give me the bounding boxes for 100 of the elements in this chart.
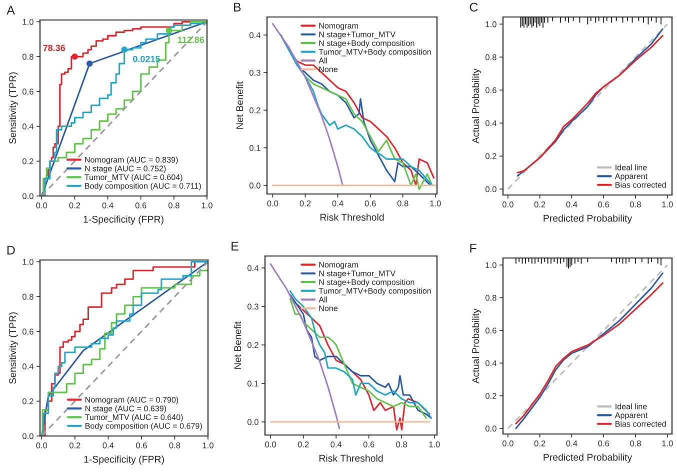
y-tick-label: 0.0: [22, 193, 34, 200]
chart-title: F: [470, 244, 476, 252]
x-tick-label: 0.8: [169, 442, 180, 448]
legend-label: Nomogram (AUC = 0.790): [85, 396, 178, 404]
y-tick-label: 0.2: [485, 392, 496, 399]
y-tick-label: 0.6: [485, 87, 496, 94]
y-tick-label: 0.3: [247, 304, 258, 310]
x-tick-label: 0.8: [397, 200, 408, 206]
y-axis-title: Net Benefit: [236, 82, 244, 129]
x-tick-label: 1.0: [662, 440, 673, 446]
y-axis-title: Actual Probability: [472, 308, 481, 384]
x-tick-label: 0.0: [36, 442, 48, 448]
x-tick-label: 0.0: [36, 202, 48, 208]
legend-label: All: [318, 58, 328, 64]
legend-label: Tumor_MTV+Body composition: [318, 48, 431, 56]
y-tick-label: 0.3: [249, 70, 260, 76]
y-tick-label: 1.0: [22, 18, 34, 25]
x-tick-label: 0.0: [502, 201, 514, 208]
y-tick-label: 0.8: [22, 294, 34, 300]
x-tick-label: 0.4: [332, 200, 344, 206]
y-tick-label: 0.4: [247, 265, 259, 272]
x-tick-label: 1.0: [430, 200, 441, 206]
x-tick-label: 0.0: [502, 440, 514, 446]
y-axis-title: Sensitivity (TPR): [8, 72, 18, 144]
y-tick-label: 0.2: [22, 398, 34, 404]
legend-label: None: [319, 306, 338, 312]
legend-label: Nomogram: [319, 22, 358, 30]
legend-label: Tumor_MTV (AUC = 0.640): [85, 414, 183, 422]
x-tick-label: 0.6: [598, 440, 610, 446]
x-axis-title: Predicted Probability: [544, 214, 632, 224]
y-tick-label: 0.6: [22, 88, 34, 95]
x-tick-label: 0.4: [102, 202, 114, 208]
x-tick-label: 0.4: [330, 441, 342, 448]
y-tick-label: 0.4: [249, 32, 261, 38]
y-tick-label: 1.0: [486, 262, 496, 268]
chart-title: B: [234, 2, 241, 12]
legend-label: Tumor_MTV+Body composition: [318, 288, 431, 296]
legend-label: N stage+Tumor_MTV: [319, 32, 396, 39]
y-tick-label: 0.2: [22, 158, 34, 164]
y-tick-label: 0.2: [249, 107, 260, 114]
x-axis-title: Risk Threshold: [320, 214, 384, 221]
x-tick-label: 1.0: [202, 442, 214, 448]
legend-label: Nomogram (AUC = 0.839): [85, 156, 178, 164]
legend-label: Tumor_MTV (AUC = 0.604): [84, 174, 182, 182]
chart-title: E: [232, 242, 238, 250]
x-tick-label: 0.8: [630, 440, 641, 446]
x-axis-title: Risk Threshold: [319, 454, 383, 462]
x-tick-label: 0.2: [298, 441, 309, 448]
y-tick-label: 0.1: [247, 380, 258, 387]
x-tick-label: 0.6: [364, 200, 376, 206]
x-tick-label: 0.2: [534, 440, 546, 446]
x-tick-label: 0.6: [363, 441, 374, 448]
x-tick-label: 0.0: [265, 441, 276, 448]
y-tick-label: 0.0: [22, 433, 34, 440]
legend-label: N stage+Body composition: [319, 40, 414, 48]
x-tick-label: 0.6: [136, 442, 147, 448]
y-tick-label: 0.6: [22, 328, 34, 335]
y-tick-label: 0.4: [485, 120, 497, 126]
legend-label: Nomogram: [319, 262, 358, 270]
chart-title: C: [470, 2, 478, 12]
x-tick-label: 0.6: [598, 201, 610, 208]
x-tick-label: 0.2: [534, 201, 546, 208]
x-tick-label: 1.0: [202, 202, 212, 208]
x-axis-title: 1-Specificity (FPR): [84, 456, 164, 465]
legend-label: N stage (AUC = 0.639): [85, 405, 166, 413]
y-tick-label: 1.0: [486, 21, 496, 28]
x-axis-title: Predicted Probability: [544, 454, 632, 463]
x-axis-title: 1-Specificity (FPR): [84, 216, 164, 225]
legend-label: Apparent: [614, 173, 648, 181]
y-tick-label: 0.8: [22, 54, 34, 60]
legend-label: N stage+Body composition: [319, 279, 414, 287]
y-tick-label: 0.6: [485, 328, 496, 334]
y-tick-label: 0.0: [249, 182, 260, 188]
x-tick-label: 0.4: [566, 440, 578, 446]
legend-label: Apparent: [614, 412, 648, 420]
legend-label: Body composition (AUC = 0.679): [85, 422, 202, 430]
y-tick-label: 0.4: [22, 364, 34, 370]
y-tick-label: 0.0: [485, 186, 496, 192]
legend-label: All: [318, 296, 328, 302]
y-tick-label: 0.2: [247, 342, 258, 348]
legend-label: Bias corrected: [616, 420, 666, 427]
legend-label: Bias corrected: [616, 182, 666, 188]
x-tick-label: 0.4: [566, 201, 578, 208]
annotation: 0.0215: [133, 56, 160, 62]
y-tick-label: 0.0: [485, 426, 496, 432]
x-tick-label: 0.6: [135, 202, 146, 208]
x-tick-label: 1.0: [662, 201, 673, 208]
y-tick-label: 0.0: [247, 419, 258, 426]
legend-label: Ideal line: [616, 164, 647, 170]
y-tick-label: 0.2: [485, 153, 496, 160]
annotation: 78.36: [43, 44, 66, 52]
y-tick-label: 0.4: [22, 124, 34, 130]
legend-label: Body composition (AUC = 0.711): [85, 182, 201, 190]
chart-title: A: [6, 6, 15, 14]
legend-label: None: [319, 66, 338, 72]
x-tick-label: 0.8: [396, 441, 408, 448]
y-tick-label: 0.8: [485, 294, 496, 301]
x-tick-label: 0.0: [267, 200, 278, 206]
x-tick-label: 0.2: [300, 200, 311, 206]
y-axis-title: Net Benefit: [234, 322, 242, 369]
